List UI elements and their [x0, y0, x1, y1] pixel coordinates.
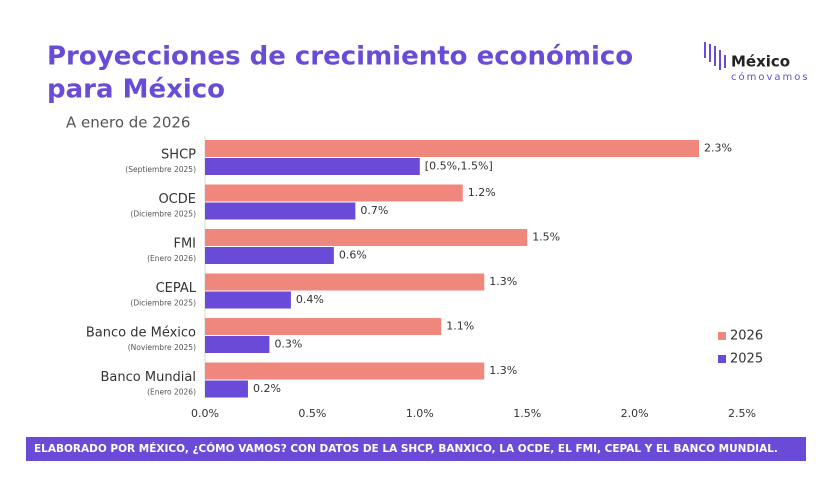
category-note: (Enero 2026) — [147, 388, 196, 397]
x-tick-label: 0.5% — [298, 407, 326, 420]
legend-swatch — [718, 355, 726, 363]
bar — [205, 158, 420, 175]
logo-icon — [704, 42, 726, 70]
value-label: 0.2% — [253, 382, 281, 395]
category-label: CEPAL — [156, 281, 197, 296]
x-tick-label: 2.0% — [621, 407, 649, 420]
chart-title: Proyecciones de crecimiento económico — [47, 42, 633, 72]
x-tick-label: 1.0% — [406, 407, 434, 420]
value-label: 1.3% — [489, 275, 517, 288]
value-label: 1.5% — [532, 231, 560, 244]
value-label: 2.3% — [704, 142, 732, 155]
logo-text: México — [731, 53, 790, 71]
value-label: 1.1% — [446, 320, 474, 333]
category-label: Banco de México — [86, 326, 196, 341]
bar — [205, 291, 291, 309]
bar — [205, 140, 700, 157]
x-tick-label: 2.5% — [728, 407, 756, 420]
value-label: 0.4% — [296, 293, 324, 306]
bar — [205, 318, 442, 335]
value-label: 0.7% — [360, 204, 388, 217]
chart-subtitle: A enero de 2026 — [66, 114, 190, 132]
category-note: (Septiembre 2025) — [125, 165, 196, 174]
value-label: 0.6% — [339, 249, 367, 262]
x-tick-label: 0.0% — [191, 407, 219, 420]
category-label: Banco Mundial — [101, 370, 197, 385]
bar — [205, 229, 528, 246]
category-note: (Noviembre 2025) — [128, 343, 196, 352]
bar — [205, 247, 334, 264]
x-tick-label: 1.5% — [513, 407, 541, 420]
bar — [205, 362, 485, 380]
logo-text: cómovamos — [731, 71, 810, 83]
bar — [205, 380, 248, 398]
category-note: (Diciembre 2025) — [130, 210, 196, 219]
value-label: [0.5%,1.5%] — [425, 160, 493, 173]
footer-band — [26, 437, 806, 461]
category-label: OCDE — [158, 192, 196, 207]
bar — [205, 273, 485, 291]
category-label: SHCP — [161, 148, 196, 163]
category-note: (Enero 2026) — [147, 254, 196, 263]
value-label: 1.3% — [489, 364, 517, 377]
footer-text: ELABORADO POR MÉXICO, ¿CÓMO VAMOS? CON D… — [34, 442, 778, 455]
value-label: 0.3% — [274, 338, 302, 351]
category-note: (Diciembre 2025) — [130, 299, 196, 308]
logo: México cómovamos — [704, 42, 810, 83]
category-label: FMI — [173, 237, 196, 252]
chart-title: para México — [47, 75, 225, 105]
legend-label: 2025 — [730, 352, 763, 367]
value-label: 1.2% — [468, 186, 496, 199]
bar — [205, 184, 463, 202]
bar — [205, 336, 270, 353]
legend-swatch — [718, 332, 726, 340]
legend-label: 2026 — [730, 329, 763, 344]
bar — [205, 202, 356, 220]
